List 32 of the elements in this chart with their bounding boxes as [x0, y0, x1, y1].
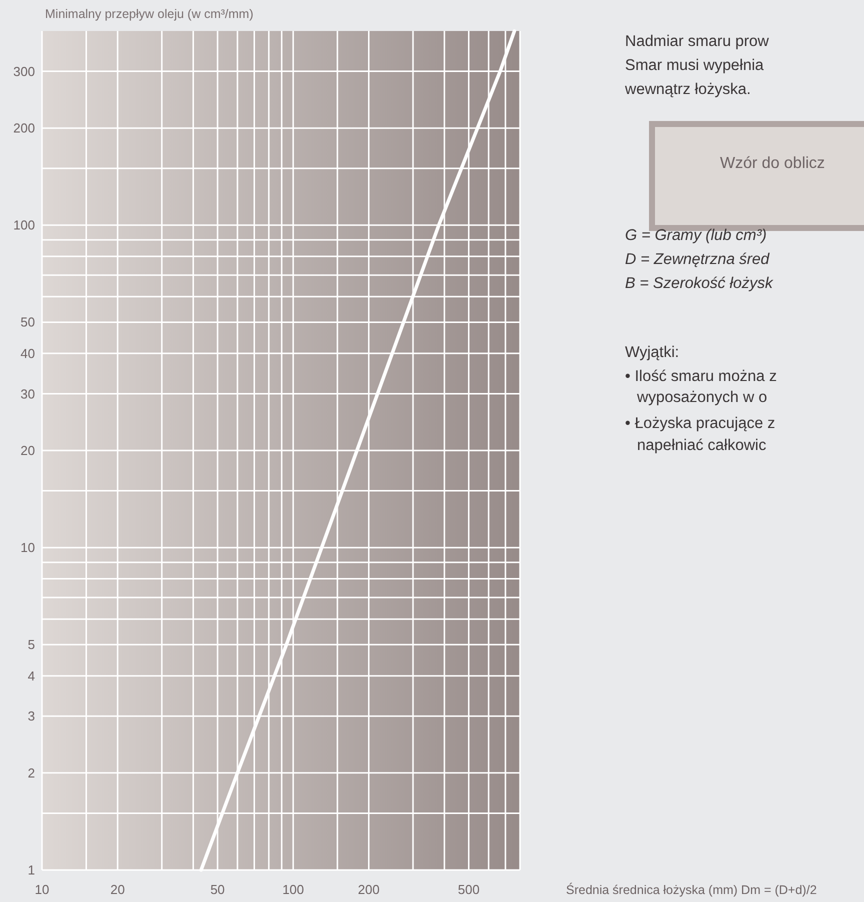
y-tick-label: 300: [13, 64, 35, 79]
text: napełniać całkowic: [637, 437, 766, 454]
text: Wyjątki:: [625, 344, 680, 361]
text: B = Szerokość łożysk: [625, 275, 774, 292]
text: G = Gramy (lub cm³): [625, 227, 767, 244]
x-tick-label: 20: [110, 882, 125, 897]
text: wyposażonych w o: [636, 389, 768, 406]
y-tick-label: 5: [28, 637, 35, 652]
y-tick-label: 20: [20, 443, 35, 458]
x-axis-title: Średnia średnica łożyska (mm) Dm = (D+d)/2: [566, 882, 817, 897]
x-tick-label: 50: [210, 882, 225, 897]
text: • Łożyska pracujące z: [625, 415, 776, 432]
y-tick-label: 100: [13, 218, 35, 233]
text: Wzór do oblicz: [720, 155, 825, 172]
x-tick-label: 100: [282, 882, 304, 897]
y-tick-label: 30: [20, 386, 35, 402]
y-tick-label: 2: [28, 765, 35, 780]
y-tick-label: 4: [28, 668, 35, 684]
text: wewnątrz łożyska.: [624, 81, 751, 98]
y-tick-label: 50: [20, 314, 35, 330]
y-tick-label: 3: [28, 708, 35, 724]
text: D = Zewnętrzna śred: [625, 251, 771, 268]
y-tick-label: 10: [20, 540, 35, 556]
x-tick-label: 200: [358, 882, 380, 897]
text: • Ilość smaru można z: [625, 368, 777, 385]
y-tick-label: 200: [13, 120, 35, 136]
y-axis-title: Minimalny przepływ oleju (w cm³/mm): [45, 7, 254, 21]
text: Nadmiar smaru prow: [625, 33, 770, 50]
text: Smar musi wypełnia: [625, 57, 764, 74]
y-tick-label: 40: [20, 346, 35, 361]
x-tick-label: 500: [458, 882, 480, 897]
y-tick-label: 1: [28, 862, 35, 878]
